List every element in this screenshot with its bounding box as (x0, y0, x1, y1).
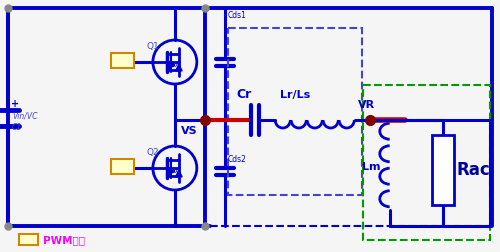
FancyBboxPatch shape (112, 159, 134, 173)
Text: +: + (11, 99, 19, 109)
Polygon shape (167, 166, 175, 176)
Text: VS: VS (181, 126, 198, 136)
Polygon shape (167, 60, 175, 70)
Text: Lr/Ls: Lr/Ls (280, 90, 310, 100)
Text: Q2: Q2 (147, 147, 160, 156)
Bar (432, 135, 454, 205)
Text: Vin/VC: Vin/VC (12, 111, 38, 120)
Text: Cds2: Cds2 (228, 154, 246, 164)
Text: D1: D1 (172, 62, 182, 68)
FancyBboxPatch shape (112, 52, 134, 68)
Text: Cr: Cr (237, 88, 252, 101)
Text: Rac: Rac (456, 161, 490, 179)
Text: PWM驱动: PWM驱动 (43, 235, 85, 245)
Text: D2: D2 (172, 168, 182, 174)
Text: C1: C1 (12, 122, 22, 132)
Text: Q1: Q1 (147, 42, 160, 50)
FancyBboxPatch shape (20, 234, 38, 244)
Text: VR: VR (358, 100, 375, 110)
Text: Cds1: Cds1 (228, 12, 246, 20)
Text: Lm: Lm (362, 162, 380, 172)
